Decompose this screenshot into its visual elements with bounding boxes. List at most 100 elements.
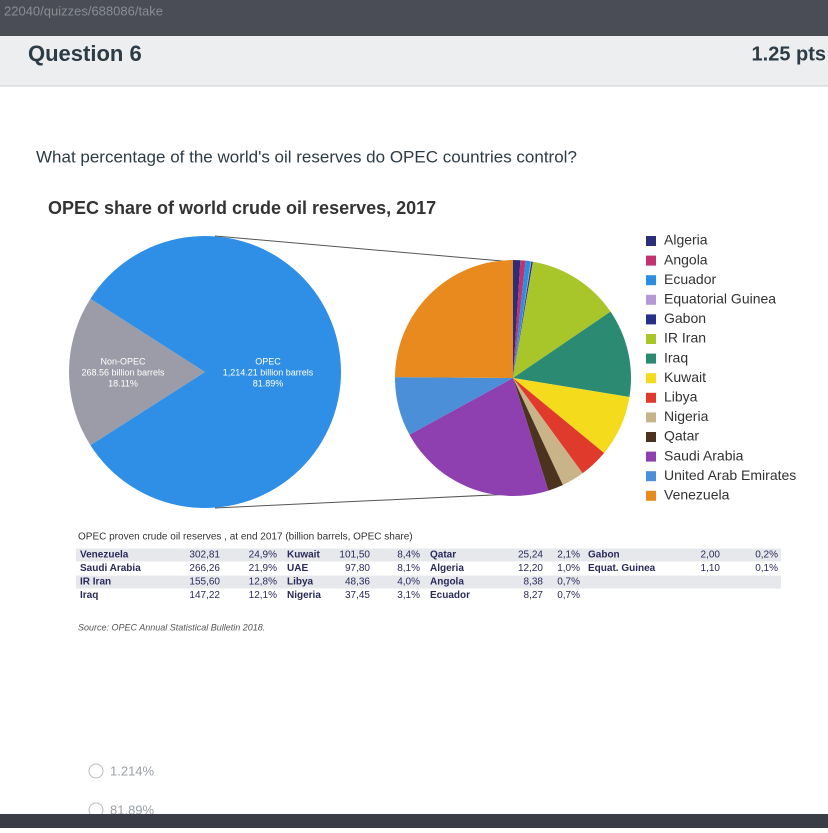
pie-slice [409, 378, 549, 496]
legend-label: Saudi Arabia [664, 447, 744, 463]
table-cell: 2,1% [557, 550, 580, 561]
answer-option[interactable]: 81.89% [110, 802, 155, 817]
table-cell: 147,22 [189, 590, 220, 601]
legend-label: Nigeria [664, 408, 709, 424]
table-cell: 37,45 [345, 590, 370, 601]
radio[interactable] [88, 763, 104, 779]
table-cell: Libya [287, 577, 314, 588]
legend-label: Qatar [664, 428, 699, 444]
legend-swatch [646, 275, 656, 286]
slice-amount: 268.56 billion barrels [81, 367, 165, 377]
legend-swatch [646, 236, 656, 246]
connector [214, 235, 514, 263]
legend-swatch [646, 471, 656, 482]
chart-title: OPEC share of world crude oil reserves, … [48, 198, 436, 218]
table-caption: OPEC proven crude oil reserves , at end … [78, 532, 413, 543]
legend-swatch [646, 490, 656, 501]
table-cell: 0,1% [755, 563, 778, 574]
pie-slice [513, 378, 583, 485]
table-cell: Gabon [588, 550, 620, 561]
table-cell: Nigeria [287, 590, 321, 601]
table-row-bg [76, 575, 781, 589]
legend-swatch [646, 373, 656, 384]
question-points: 1.25 pts [752, 43, 826, 65]
legend-swatch [646, 294, 656, 305]
table-cell: 24,9% [249, 550, 277, 561]
table-cell: 12,8% [249, 577, 277, 588]
table-cell: 8,38 [524, 577, 544, 588]
slice-label: OPEC [255, 356, 281, 366]
legend-swatch [646, 392, 656, 403]
legend-swatch [646, 255, 656, 266]
legend-label: Algeria [664, 232, 708, 248]
table-cell: 8,27 [524, 590, 544, 601]
pie-slice [395, 260, 513, 378]
table-cell: 8,1% [397, 563, 420, 574]
legend-label: Gabon [664, 310, 706, 326]
table-cell: Equat. Guinea [588, 563, 656, 574]
pie-slice [513, 260, 526, 378]
table-cell: UAE [287, 563, 308, 574]
pie-slice [513, 260, 521, 378]
url: 22040/quizzes/688086/take [4, 3, 163, 18]
legend-label: United Arab Emirates [664, 467, 796, 483]
legend-swatch [646, 432, 656, 442]
legend-swatch [646, 314, 656, 325]
connector [214, 493, 514, 509]
slice-label: Non-OPEC [100, 356, 146, 366]
legend-swatch [646, 412, 656, 423]
table-cell: 3,1% [397, 590, 420, 601]
pie-slice [395, 377, 513, 435]
table-cell: 101,50 [339, 550, 370, 561]
table-cell: 97,80 [345, 563, 370, 574]
table-cell: Angola [430, 577, 464, 588]
table-cell: Venezuela [80, 550, 129, 561]
browser-bar [0, 0, 828, 36]
legend-label: Iraq [664, 349, 688, 365]
legend-swatch [646, 353, 656, 364]
slice-amount: 1,214.21 billion barrels [223, 367, 314, 377]
table-cell: 1,10 [701, 563, 721, 574]
table-cell: 2,00 [701, 550, 721, 561]
table-source: Source: OPEC Annual Statistical Bulletin… [78, 622, 265, 632]
table-cell: Iraq [80, 590, 98, 601]
table-cell: 48,36 [345, 577, 370, 588]
table-cell: Qatar [430, 550, 456, 561]
table-row-bg [76, 548, 781, 562]
pie-slice [513, 311, 631, 397]
table-cell: IR Iran [80, 577, 111, 588]
table-cell: 12,20 [518, 563, 543, 574]
question-header [0, 36, 828, 86]
table-cell: 21,9% [249, 563, 277, 574]
table-cell: 1,0% [557, 563, 580, 574]
pie-slice [513, 378, 605, 474]
table-cell: Kuwait [287, 550, 320, 561]
table-cell: 12,1% [249, 590, 277, 601]
table-cell: 0,2% [755, 550, 778, 561]
pie-slice [69, 298, 205, 446]
slice-value: 81.89% [253, 378, 284, 388]
legend-label: IR Iran [664, 330, 706, 346]
legend-label: Angola [664, 251, 708, 267]
legend-swatch [646, 334, 656, 344]
pie-slice [513, 261, 533, 378]
table-cell: 0,7% [557, 590, 580, 601]
legend-label: Ecuador [664, 271, 716, 287]
taskbar [0, 814, 828, 828]
answer-option[interactable]: 1.214% [110, 763, 155, 778]
pie-slice [513, 260, 531, 378]
table-cell: Ecuador [430, 590, 470, 601]
slice-value: 18.11% [108, 378, 138, 388]
pie-slice [513, 378, 563, 491]
table-cell: 0,7% [557, 577, 580, 588]
table-cell: 8,4% [397, 550, 420, 561]
legend-label: Kuwait [664, 369, 706, 385]
question-text: What percentage of the world's oil reser… [36, 147, 577, 166]
legend-label: Venezuela [664, 487, 730, 503]
table-cell: 4,0% [397, 577, 420, 588]
legend-swatch [646, 451, 656, 462]
legend-label: Libya [664, 389, 698, 405]
pie-slice [513, 261, 611, 378]
table-cell: 266,26 [189, 563, 220, 574]
